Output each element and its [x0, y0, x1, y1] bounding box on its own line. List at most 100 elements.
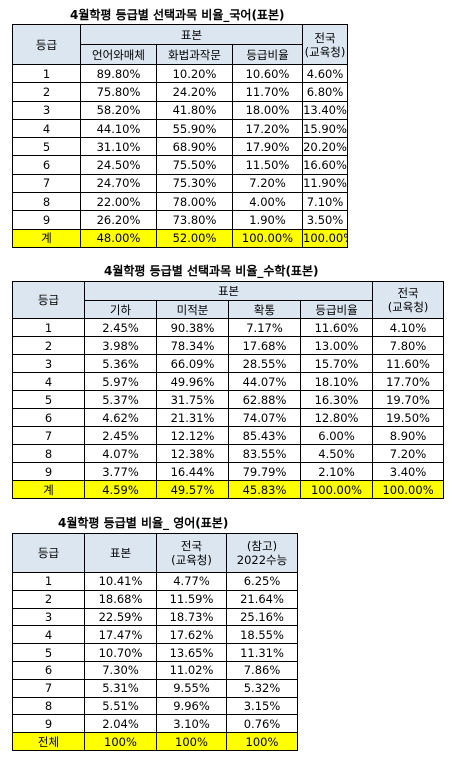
data-row: 5 10.70% 13.65% 11.31% — [12, 643, 298, 662]
cell: 52.00% — [156, 228, 233, 248]
cell: 5.37% — [84, 390, 157, 409]
cell: 41.80% — [156, 100, 233, 120]
cell: 10.70% — [84, 643, 157, 662]
data-row: 6 4.62% 21.31% 74.07% 12.80% 19.50% — [12, 408, 445, 427]
cell: 31.10% — [80, 137, 157, 157]
cell: 22.59% — [84, 607, 157, 627]
cell: 24.50% — [80, 155, 157, 175]
header-line: (참고) — [246, 539, 278, 553]
header-cell: 전국 (교육청) — [156, 533, 227, 573]
cell: 16.30% — [299, 390, 374, 409]
cell: 3.50% — [302, 210, 348, 230]
table: 등급 표본 전국 (교육청) 언어와매체 화법과작문 등급비율 1 89.80% 10.20%… — [12, 24, 348, 248]
cell: 20.20% — [302, 137, 348, 157]
header-cell: 기하 — [84, 300, 157, 319]
cell: 90.38% — [156, 318, 229, 337]
cell: 6 — [12, 660, 85, 680]
data-row: 3 5.36% 66.09% 28.55% 15.70% 11.60% — [12, 354, 445, 373]
cell: 10.60% — [232, 63, 303, 84]
cell: 7.17% — [228, 318, 301, 337]
cell: 100.00% — [232, 228, 303, 248]
cell: 28.55% — [228, 354, 301, 373]
cell: 15.70% — [299, 354, 374, 373]
cell: 100.00% — [302, 228, 348, 248]
cell: 4.60% — [302, 63, 348, 84]
cell: 7.20% — [232, 173, 303, 194]
cell: 7 — [12, 678, 85, 698]
cell: 17.68% — [228, 336, 301, 355]
cell: 4.07% — [84, 444, 157, 463]
cell: 75.30% — [156, 173, 233, 194]
cell: 17.20% — [232, 118, 303, 139]
cell: 78.34% — [156, 336, 229, 355]
cell: 17.90% — [232, 137, 303, 157]
cell: 100% — [156, 732, 227, 751]
cell: 44.07% — [228, 372, 301, 391]
cell: 9.55% — [156, 678, 227, 698]
data-row: 7 5.31% 9.55% 5.32% — [12, 678, 298, 698]
cell: 11.60% — [299, 318, 374, 337]
cell: 85.43% — [228, 426, 301, 445]
cell: 49.96% — [156, 372, 229, 391]
data-row: 3 58.20% 41.80% 18.00% 13.40% — [12, 100, 348, 120]
data-row: 1 10.41% 4.77% 6.25% — [12, 572, 298, 591]
cell: 21.31% — [156, 408, 229, 427]
cell: 4.00% — [232, 192, 303, 212]
cell: 9.96% — [156, 696, 227, 716]
cell: 5.97% — [84, 372, 157, 391]
cell: 4 — [12, 625, 85, 645]
data-row: 3 22.59% 18.73% 25.16% — [12, 607, 298, 627]
cell: 1 — [12, 63, 81, 84]
table-title: 4월학평 등급별 선택과목 비율_수학(표본) — [104, 264, 319, 278]
cell: 2 — [12, 336, 85, 355]
cell: 9 — [12, 210, 81, 230]
cell: 7 — [12, 173, 81, 194]
cell: 13.65% — [156, 643, 227, 662]
cell: 12.80% — [299, 408, 374, 427]
cell: 2.45% — [84, 426, 157, 445]
data-row: 6 24.50% 75.50% 11.50% 16.60% — [12, 155, 348, 175]
data-row: 1 2.45% 90.38% 7.17% 11.60% 4.10% — [12, 318, 445, 337]
cell: 4 — [12, 372, 85, 391]
data-row: 4 5.97% 49.96% 44.07% 18.10% 17.70% — [12, 372, 445, 391]
cell: 7.20% — [372, 444, 445, 463]
cell: 44.10% — [80, 118, 157, 139]
cell: 26.20% — [80, 210, 157, 230]
cell: 10.20% — [156, 63, 233, 84]
header-cell: 미적분 — [156, 300, 229, 319]
cell: 5 — [12, 643, 85, 662]
cell: 45.83% — [228, 480, 301, 499]
cell: 5.36% — [84, 354, 157, 373]
cell: 3.77% — [84, 462, 157, 481]
cell: 6.25% — [226, 572, 298, 591]
cell: 5.32% — [226, 678, 298, 698]
data-row: 7 24.70% 75.30% 7.20% 11.90% — [12, 173, 348, 194]
cell: 계 — [12, 228, 81, 248]
data-row: 4 17.47% 17.62% 18.55% — [12, 625, 298, 645]
table: 등급 표본 전국 (교육청) (참고) 2022수능 1 10.41% 4.77% 6.25% 2… — [12, 533, 298, 751]
cell: 7.80% — [372, 336, 445, 355]
cell: 79.79% — [228, 462, 301, 481]
header-cell: 등급 — [12, 533, 85, 573]
cell: 3.98% — [84, 336, 157, 355]
cell: 18.10% — [299, 372, 374, 391]
cell: 11.60% — [372, 354, 445, 373]
cell: 15.90% — [302, 118, 348, 139]
data-row: 7 2.45% 12.12% 85.43% 6.00% 8.90% — [12, 426, 445, 445]
cell: 2.10% — [299, 462, 374, 481]
cell: 계 — [12, 480, 85, 499]
total-row: 계 4.59% 49.57% 45.83% 100.00% 100.00% — [12, 480, 445, 499]
data-row: 5 5.37% 31.75% 62.88% 16.30% 19.70% — [12, 390, 445, 409]
header-line: (교육청) — [387, 300, 429, 314]
cell: 4.59% — [84, 480, 157, 499]
cell: 24.20% — [156, 82, 233, 102]
cell: 19.70% — [372, 390, 445, 409]
cell: 18.55% — [226, 625, 298, 645]
header-cell: 화법과작문 — [156, 44, 233, 65]
cell: 6 — [12, 155, 81, 175]
cell: 49.57% — [156, 480, 229, 499]
cell: 2 — [12, 589, 85, 609]
cell: 73.80% — [156, 210, 233, 230]
data-row: 2 75.80% 24.20% 11.70% 6.80% — [12, 82, 348, 102]
data-row: 9 3.77% 16.44% 79.79% 2.10% 3.40% — [12, 462, 445, 481]
